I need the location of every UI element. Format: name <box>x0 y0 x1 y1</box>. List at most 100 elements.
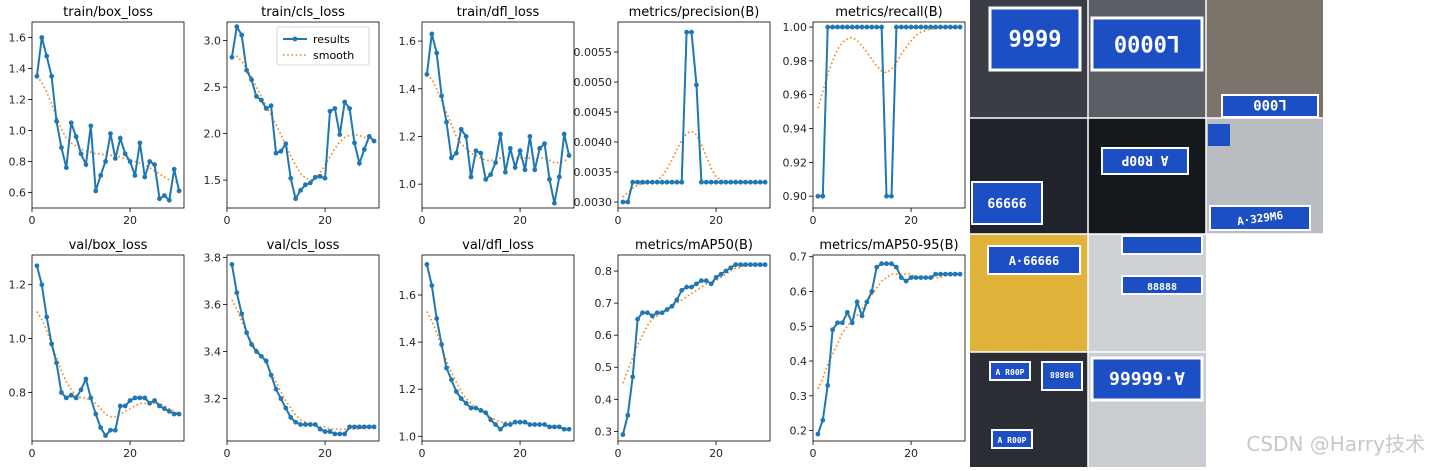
y-tick-label: 0.94 <box>783 123 808 136</box>
results-point <box>830 24 836 30</box>
training-batch-mosaic: 6666 L0000 L000 66666 A R00P A·329M6 A·6… <box>970 0 1323 467</box>
results-point <box>669 303 675 309</box>
results-point <box>854 299 860 305</box>
results-point <box>532 167 538 173</box>
results-point <box>98 173 104 178</box>
results-point <box>366 424 372 430</box>
results-point <box>517 148 523 154</box>
results-point <box>288 175 294 181</box>
results-point <box>332 431 338 437</box>
plate-text: L000 <box>1253 96 1287 112</box>
x-tick-label: 0 <box>615 447 622 460</box>
results-point <box>434 316 440 321</box>
plate-image: A R00P <box>1101 147 1189 175</box>
results-point <box>39 35 45 40</box>
results-point <box>356 424 362 430</box>
chart-title: metrics/recall(B) <box>835 5 942 20</box>
results-point <box>532 422 538 427</box>
results-point <box>424 262 430 267</box>
chart-val-dfl-loss: val/dfl_loss 0 20 1.0 1.2 1.4 1.6 <box>399 238 575 460</box>
results-point <box>254 349 259 354</box>
smooth-line <box>426 73 570 164</box>
plot-frame <box>31 254 185 442</box>
results-point <box>547 176 552 182</box>
results-point <box>132 395 138 401</box>
results-point <box>738 262 743 268</box>
results-point <box>874 264 880 270</box>
results-point <box>473 148 479 154</box>
results-point <box>830 327 836 333</box>
results-point <box>743 179 748 185</box>
y-tick-label: 3.6 <box>204 298 222 311</box>
results-point <box>698 179 704 185</box>
y-tick-label: 0.8 <box>9 156 27 169</box>
y-tick-label: 0.4 <box>595 393 613 406</box>
x-tick-label: 20 <box>318 214 332 227</box>
results-point <box>176 411 182 417</box>
results-point <box>352 424 357 430</box>
results-point <box>68 392 74 398</box>
results-point <box>283 405 289 411</box>
results-point <box>893 24 899 30</box>
results-point <box>98 425 104 430</box>
y-tick-label: 0.4 <box>790 355 808 368</box>
results-point <box>273 150 279 156</box>
results-point <box>493 160 498 166</box>
results-point <box>268 103 274 109</box>
results-point <box>59 390 64 395</box>
results-point <box>327 429 333 434</box>
results-point <box>512 165 518 170</box>
chart-title: val/box_loss <box>69 238 148 253</box>
chart-train-box-loss: train/box_loss 0 20 0.6 0.8 1.0 1.2 1.4 1.6 <box>9 5 185 227</box>
results-point <box>635 179 641 185</box>
results-point <box>864 24 870 30</box>
results-point <box>54 360 59 366</box>
results-point <box>337 431 343 437</box>
results-point <box>957 24 963 30</box>
plot-frame <box>421 254 575 442</box>
results-point <box>293 419 299 425</box>
plate-image: A·66666 <box>1090 356 1204 402</box>
y-tick-label: 0.5 <box>595 361 613 374</box>
results-point <box>893 264 899 270</box>
results-point <box>317 426 323 432</box>
results-point <box>34 263 40 269</box>
x-tick-label: 0 <box>419 447 426 460</box>
plot-frame <box>31 21 185 209</box>
results-line <box>35 37 181 203</box>
results-point <box>825 24 831 30</box>
results-point <box>83 162 89 168</box>
chart-train-dfl-loss: train/dfl_loss 0 20 1.0 1.2 1.4 1.6 <box>399 5 575 227</box>
results-point <box>835 320 840 326</box>
results-point <box>684 29 690 35</box>
results-point <box>684 284 690 290</box>
results-point <box>73 134 79 140</box>
results-point <box>371 138 377 144</box>
results-point <box>166 197 172 203</box>
results-point <box>244 67 250 73</box>
chart-title: train/box_loss <box>63 5 153 20</box>
chart-title: metrics/mAP50(B) <box>635 238 753 253</box>
results-point <box>122 403 128 409</box>
x-tick-label: 20 <box>709 214 723 227</box>
results-point <box>620 199 626 205</box>
y-tick-label: 1.00 <box>783 21 808 34</box>
plate-text: A R00P <box>996 368 1025 377</box>
y-tick-label: 1.4 <box>399 83 417 96</box>
chart-val-box-loss: val/box_loss 0 20 0.8 1.0 1.2 <box>9 238 185 460</box>
results-point <box>93 411 99 417</box>
results-point <box>488 417 494 423</box>
results-point <box>664 179 670 185</box>
results-point <box>229 54 235 60</box>
y-tick-label: 1.2 <box>399 383 417 396</box>
plate-image: A·66666 <box>987 245 1081 275</box>
results-point <box>234 24 240 30</box>
results-point <box>127 398 133 403</box>
results-point <box>738 179 743 185</box>
plate-image: 88888 <box>1121 235 1203 295</box>
results-point <box>835 24 840 30</box>
results-point <box>708 179 714 185</box>
watermark: CSDN @Harry技术 <box>1246 432 1425 456</box>
results-point <box>698 278 704 284</box>
results-point <box>293 196 299 202</box>
